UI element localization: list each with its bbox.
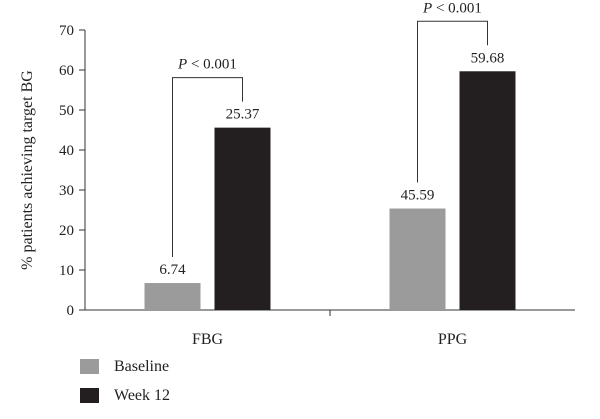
bar-fbg-week12: [214, 127, 271, 310]
y-tick-label: 30: [59, 183, 74, 199]
bar-chart: % patients achieving target BG 0 10 20 30 40…: [19, 0, 575, 348]
y-tick-label: 20: [59, 223, 74, 239]
y-tick-label: 60: [59, 63, 74, 79]
y-tick-label: 70: [59, 23, 74, 39]
y-tick-label: 0: [67, 303, 75, 319]
significance-label: P < 0.001: [422, 0, 482, 16]
significance-label: P < 0.001: [177, 57, 237, 73]
y-tick-label: 10: [59, 263, 74, 279]
legend: Baseline Week 12: [80, 352, 170, 410]
legend-label-baseline: Baseline: [114, 357, 170, 375]
category-label: PPG: [438, 331, 468, 348]
y-tick-label: 40: [59, 143, 74, 159]
legend-label-week12: Week 12: [114, 386, 171, 404]
bar-fbg-baseline: [144, 283, 201, 310]
y-axis-label: % patients achieving target BG: [19, 70, 36, 270]
significance-bracket: [417, 20, 488, 183]
bar-ppg-week12: [459, 71, 516, 310]
legend-item-week12: Week 12: [80, 381, 170, 410]
data-label: 6.74: [159, 262, 186, 278]
category-label: FBG: [192, 331, 224, 348]
significance-bracket: [172, 77, 243, 258]
data-label: 25.37: [226, 107, 260, 123]
bar-ppg-baseline: [389, 208, 446, 310]
y-tick-label: 50: [59, 103, 74, 119]
legend-item-baseline: Baseline: [80, 352, 170, 381]
legend-swatch-week12: [80, 388, 99, 403]
data-label: 45.59: [401, 188, 435, 204]
data-label: 59.68: [471, 50, 505, 66]
legend-swatch-baseline: [80, 359, 99, 374]
